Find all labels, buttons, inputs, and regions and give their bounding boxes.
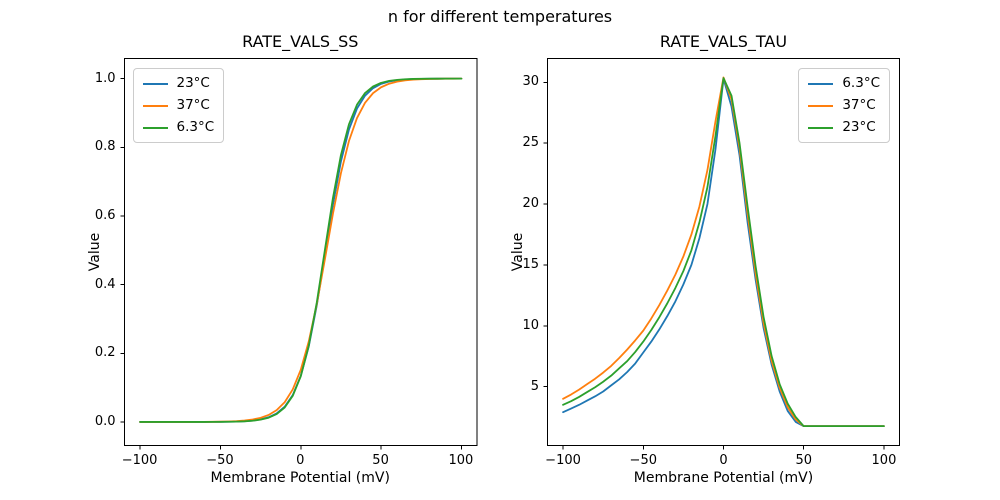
x-tick-label: 0 <box>296 453 305 468</box>
figure-title: n for different temperatures <box>387 7 613 26</box>
x-tick-label: −100 <box>545 453 581 468</box>
series-line-2 <box>562 77 885 428</box>
y-tick-label: 25 <box>522 135 539 151</box>
legend-item-label: 23°C <box>842 119 876 135</box>
x-tick-label: 100 <box>448 453 474 468</box>
plot-canvas <box>120 58 477 450</box>
legend-item: 37°C <box>808 96 880 115</box>
legend-item: 23°C <box>808 118 880 137</box>
legend-item: 37°C <box>142 96 215 115</box>
legend-line-sample <box>808 126 834 129</box>
legend-item: 23°C <box>142 74 215 93</box>
legend-item: 6.3°C <box>808 74 880 93</box>
y-tick-label: 10 <box>522 317 539 333</box>
y-tick-label: 1.0 <box>94 70 116 86</box>
legend-item-label: 23°C <box>176 75 210 91</box>
legend: 6.3°C 37°C 23°C <box>798 68 890 143</box>
y-axis-label: Value <box>510 232 526 272</box>
x-tick-label: −50 <box>206 453 234 468</box>
legend-line-sample <box>808 82 834 85</box>
legend-item-label: 37°C <box>842 97 876 113</box>
x-tick-label: 50 <box>795 453 812 468</box>
axes-title: RATE_VALS_SS <box>242 32 359 51</box>
series-line-0 <box>562 77 885 428</box>
y-tick-label: 0.2 <box>94 345 116 361</box>
x-axis-label: Membrane Potential (mV) <box>633 470 814 486</box>
axes-title: RATE_VALS_TAU <box>659 32 788 51</box>
y-axis-label: Value <box>87 232 103 272</box>
plot-canvas <box>543 58 900 450</box>
legend-item-label: 6.3°C <box>842 75 880 91</box>
x-tick-label: −100 <box>121 453 158 468</box>
y-tick-label: 0.8 <box>94 139 116 155</box>
series-line-1 <box>562 76 885 428</box>
legend-item-label: 6.3°C <box>176 119 215 135</box>
legend: 23°C 37°C 6.3°C <box>132 68 225 143</box>
legend-line-sample <box>142 104 168 107</box>
series-line-1 <box>138 77 462 423</box>
axes-frame <box>123 58 477 446</box>
series-line-0 <box>138 77 462 423</box>
x-tick-label: 0 <box>719 453 728 468</box>
y-tick-label: 5 <box>530 378 539 394</box>
y-tick-label: 0.4 <box>94 276 116 292</box>
legend-item-label: 37°C <box>176 97 210 113</box>
y-tick-label: 15 <box>522 256 539 272</box>
axes-frame <box>547 58 900 446</box>
x-tick-label: −50 <box>629 453 657 468</box>
x-tick-label: 50 <box>372 453 389 468</box>
y-tick-label: 20 <box>522 196 539 212</box>
y-tick-label: 0.0 <box>94 413 116 429</box>
series-line-2 <box>138 77 462 423</box>
legend-line-sample <box>808 104 834 107</box>
y-tick-label: 30 <box>522 74 539 90</box>
y-tick-label: 0.6 <box>94 207 116 223</box>
x-axis-label: Membrane Potential (mV) <box>210 470 390 486</box>
legend-line-sample <box>142 126 168 129</box>
x-tick-label: 100 <box>871 453 897 468</box>
legend-line-sample <box>142 82 168 85</box>
legend-item: 6.3°C <box>142 118 215 137</box>
